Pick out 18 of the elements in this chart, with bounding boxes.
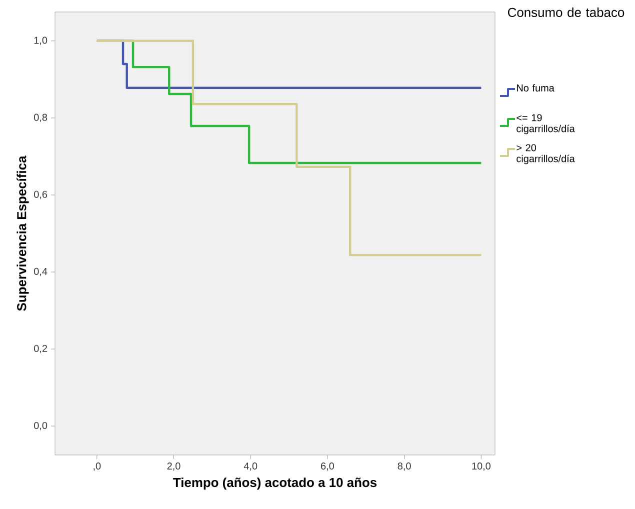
x-tick-label: 8,0 xyxy=(398,462,411,471)
x-axis-title: Tiempo (años) acotado a 10 años xyxy=(173,478,377,490)
y-tick-label: 0,8 xyxy=(34,114,48,122)
x-tick-label: 6,0 xyxy=(321,462,334,471)
y-tick-label: 0,4 xyxy=(34,268,48,276)
y-axis-title: Supervivencia Específica xyxy=(16,156,29,311)
legend-label: No fuma xyxy=(517,84,554,92)
y-tick-label: 1,0 xyxy=(34,36,48,45)
y-tick-label: 0,2 xyxy=(34,344,47,354)
x-tick-label: 10,0 xyxy=(472,462,490,471)
legend-label: <= 19 cigarrillos/día xyxy=(516,114,575,134)
legend-label: > 20 cigarrillos/día xyxy=(516,144,575,164)
x-tick-label: ,0 xyxy=(94,462,101,471)
legend-title: Consumo de tabaco xyxy=(508,8,624,18)
x-tick-label: 2,0 xyxy=(167,462,180,471)
y-tick-label: 0,6 xyxy=(34,190,48,200)
y-tick-label: 0,0 xyxy=(34,422,48,430)
x-tick-label: 4,0 xyxy=(244,462,258,471)
